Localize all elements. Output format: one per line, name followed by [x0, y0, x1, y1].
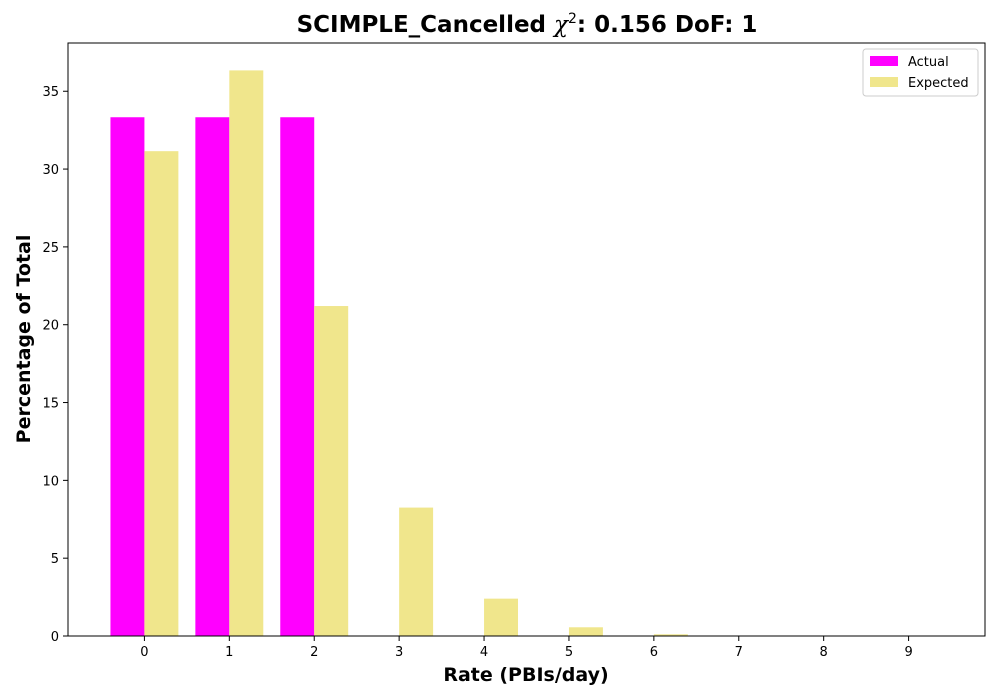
- y-axis-label: Percentage of Total: [13, 235, 35, 444]
- legend-swatch-expected: [870, 77, 898, 87]
- x-tick-label: 0: [140, 645, 148, 660]
- bar-actual-1: [195, 117, 230, 637]
- legend-swatch-actual: [870, 56, 898, 66]
- y-tick-label: 0: [51, 630, 59, 645]
- chart-title-prefix: SCIMPLE_Cancelled: [297, 12, 554, 38]
- x-tick-label: 4: [480, 645, 488, 660]
- bar-actual-2: [280, 117, 315, 637]
- x-tick-label: 8: [820, 645, 828, 660]
- chart-title-suffix: : 0.156 DoF: 1: [577, 12, 758, 38]
- bar-expected-1: [229, 70, 264, 636]
- x-tick-label: 5: [565, 645, 573, 660]
- bar-expected-0: [144, 151, 179, 636]
- y-tick-label: 5: [51, 552, 59, 567]
- x-tick-label: 6: [650, 645, 658, 660]
- y-axis-ticks: 0 5 10 15 20 25 30 35: [42, 85, 68, 645]
- bar-expected-6: [653, 634, 688, 636]
- bar-expected-5: [568, 627, 603, 636]
- x-tick-label: 3: [395, 645, 403, 660]
- plot-frame: [67, 42, 986, 637]
- y-tick-label: 25: [42, 241, 59, 256]
- y-tick-label: 35: [42, 85, 59, 100]
- y-tick-label: 20: [42, 319, 59, 334]
- legend: Actual Expected: [862, 48, 979, 97]
- bar-expected-3: [399, 507, 434, 636]
- chart-title-chi: χ: [552, 12, 570, 38]
- y-tick-label: 30: [42, 163, 59, 178]
- x-tick-label: 9: [904, 645, 912, 660]
- legend-label-expected: Expected: [908, 76, 969, 91]
- legend-label-actual: Actual: [908, 55, 949, 70]
- x-axis-label: Rate (PBIs/day): [443, 664, 608, 686]
- bar-expected-4: [484, 598, 519, 636]
- bar-actual-0: [110, 117, 145, 637]
- x-tick-label: 2: [310, 645, 318, 660]
- y-tick-label: 15: [42, 397, 59, 412]
- x-tick-label: 7: [735, 645, 743, 660]
- chart-title-superscript: 2: [568, 11, 577, 27]
- y-tick-label: 10: [42, 474, 59, 489]
- x-axis-ticks: 0 1 2 3 4 5 6 7 8 9: [140, 636, 913, 660]
- bars: [110, 70, 773, 637]
- bar-expected-2: [314, 306, 349, 636]
- x-tick-label: 1: [225, 645, 233, 660]
- chart-title: SCIMPLE_Cancelled χ2: 0.156 DoF: 1: [297, 11, 758, 38]
